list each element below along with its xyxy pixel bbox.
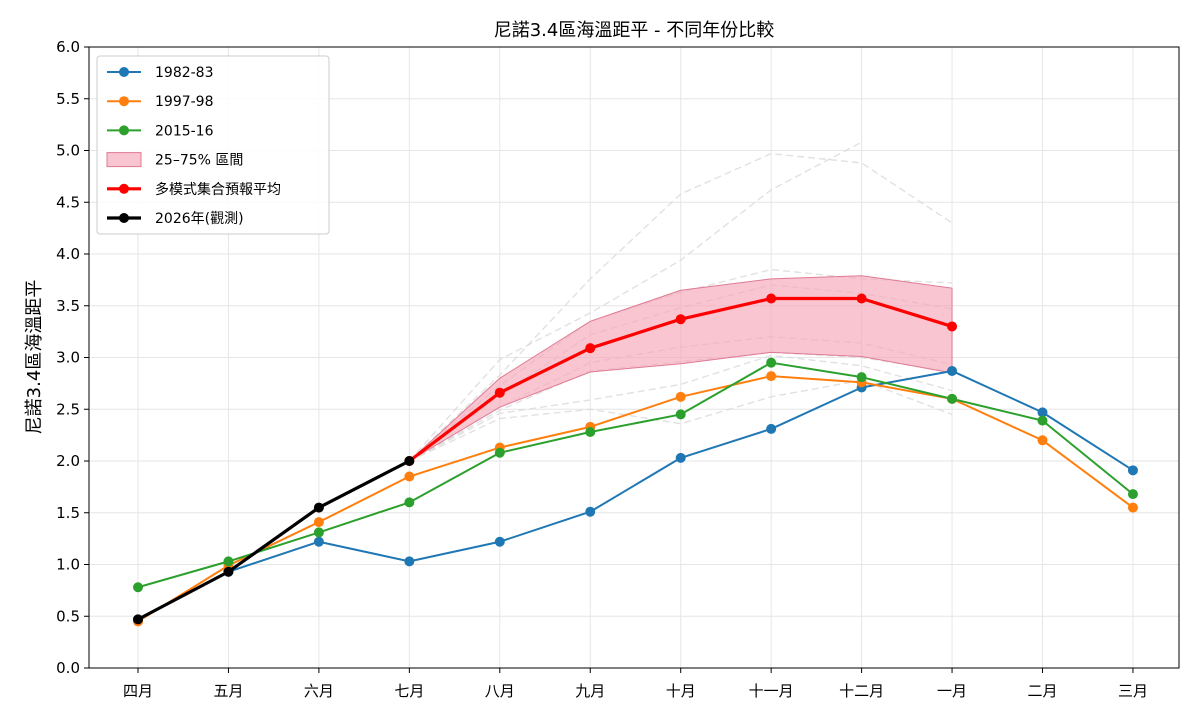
model-member-line [409, 351, 953, 462]
legend-swatch-marker [119, 125, 129, 136]
series-point [675, 409, 686, 420]
x-tick-label: 八月 [485, 682, 515, 700]
series-lines [133, 293, 1138, 627]
y-tick-label: 2.0 [56, 452, 80, 470]
series-point [133, 582, 143, 593]
legend-swatch-patch [106, 152, 142, 168]
series-point [856, 293, 867, 304]
series-point [494, 447, 505, 458]
series-point [585, 506, 596, 517]
y-tick-label: 5.5 [56, 90, 80, 108]
series-point [766, 423, 777, 434]
series-point [404, 456, 415, 466]
x-tick-label: 一月 [937, 682, 967, 700]
series-point [675, 452, 686, 463]
series-point [1127, 502, 1138, 513]
x-tick-label: 十一月 [749, 682, 794, 700]
series-point [1127, 489, 1138, 500]
series-point [585, 427, 596, 438]
series-point [1037, 415, 1048, 426]
x-tick-label: 五月 [213, 682, 243, 700]
legend-swatch-marker [119, 96, 129, 107]
legend-label: 2015-16 [155, 123, 214, 139]
legend-swatch-marker [119, 67, 129, 77]
y-tick-label: 4.5 [56, 193, 80, 211]
series-point [1037, 407, 1048, 418]
series-point [947, 365, 958, 376]
series-point [856, 372, 867, 383]
x-tick-label: 六月 [304, 682, 334, 700]
series-point [766, 293, 777, 304]
series-line [137, 369, 1134, 621]
legend-label: 1982-83 [155, 65, 214, 81]
series-point [766, 371, 777, 382]
series-point [766, 357, 777, 368]
series-point [675, 391, 686, 402]
x-tick-label: 二月 [1027, 682, 1057, 700]
series-point [313, 536, 324, 547]
model-member-line [409, 354, 953, 462]
y-tick-label: 2.5 [56, 400, 80, 418]
series-line [137, 361, 1134, 589]
x-tick-label: 十月 [666, 682, 696, 700]
y-axis-ticks: 0.0 0.5 1.0 1.5 2.0 2.5 3.0 3.5 4.0 4.5 5.0 5.5 6.0 [56, 38, 89, 677]
y-tick-label: 4.0 [56, 245, 80, 263]
y-tick-label: 1.5 [56, 504, 80, 522]
legend-label: 25–75% 區間 [155, 153, 243, 169]
series-point [223, 566, 234, 577]
y-tick-label: 0.0 [56, 659, 80, 677]
series-line [137, 459, 411, 621]
series-point [1037, 435, 1048, 446]
model-member-line [408, 152, 953, 462]
series-point [947, 393, 958, 404]
series-point [675, 314, 686, 325]
series-point [494, 536, 505, 547]
model-member-line [408, 141, 862, 462]
x-tick-label: 十二月 [839, 682, 884, 700]
series-line [137, 375, 1134, 623]
y-tick-label: 0.5 [56, 607, 80, 625]
legend-label: 2026年(觀測) [155, 211, 244, 227]
y-tick-label: 3.0 [56, 349, 80, 367]
y-tick-label: 3.5 [56, 297, 80, 315]
legend-box [96, 55, 330, 235]
x-tick-label: 三月 [1118, 682, 1148, 700]
legend-swatch-marker [119, 213, 129, 223]
series-point [313, 527, 324, 538]
x-tick-label: 七月 [394, 682, 424, 700]
series-point [494, 387, 505, 398]
series-point [404, 556, 415, 567]
legend-label: 多模式集合預報平均 [155, 181, 281, 198]
series-point [313, 502, 324, 513]
y-axis-label: 尼諾3.4區海溫距平 [24, 280, 45, 435]
series-point [404, 471, 415, 482]
series-point [947, 321, 958, 332]
y-tick-label: 1.0 [56, 556, 80, 574]
series-point [1127, 465, 1138, 476]
legend-swatch-marker [119, 183, 129, 194]
x-tick-label: 九月 [575, 682, 605, 700]
series-point [223, 556, 234, 567]
series-point [585, 343, 596, 354]
chart-title: 尼諾3.4區海溫距平 - 不同年份比較 [494, 20, 775, 41]
y-tick-label: 5.0 [56, 142, 80, 160]
series-point [133, 614, 143, 625]
y-tick-label: 6.0 [56, 38, 80, 56]
legend-label: 1997-98 [155, 94, 214, 110]
series-point [404, 497, 415, 508]
x-axis-ticks: 四月 五月 六月 七月 八月 九月 十月 十一月 十二月 一月 二月 三月 [123, 668, 1148, 700]
series-point [313, 517, 324, 528]
x-tick-label: 四月 [123, 682, 153, 700]
